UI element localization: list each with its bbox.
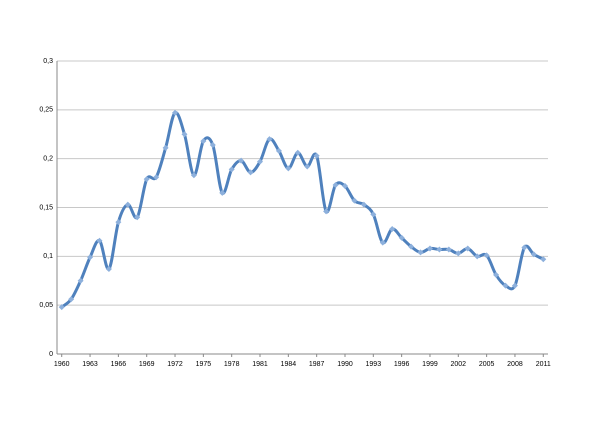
point-marker: [379, 239, 386, 246]
y-tick-label: 0: [49, 351, 53, 358]
x-tick-label: 1975: [196, 361, 212, 368]
point-marker: [511, 282, 518, 289]
x-tick-label: 1999: [422, 361, 438, 368]
x-tick-label: 1990: [337, 361, 353, 368]
point-marker: [275, 147, 282, 154]
x-tick-label: 1969: [139, 361, 155, 368]
x-tick-label: 2008: [507, 361, 523, 368]
point-marker: [96, 237, 103, 244]
point-marker: [181, 131, 188, 138]
point-marker: [87, 254, 94, 261]
point-marker: [285, 165, 292, 172]
y-tick-label: 0,1: [43, 253, 53, 260]
x-tick-label: 1987: [309, 361, 325, 368]
point-marker: [238, 157, 245, 164]
point-marker: [247, 169, 254, 176]
x-tick-label: 1984: [281, 361, 297, 368]
point-marker: [332, 182, 339, 189]
point-marker: [313, 152, 320, 159]
point-marker: [219, 189, 226, 196]
point-marker: [445, 246, 452, 253]
point-marker: [502, 282, 509, 289]
point-marker: [360, 201, 367, 208]
point-marker: [143, 176, 150, 183]
x-tick-label: 1960: [54, 361, 70, 368]
x-tick-label: 1978: [224, 361, 240, 368]
x-tick-label: 1993: [366, 361, 382, 368]
point-marker: [455, 250, 462, 257]
point-marker: [134, 214, 141, 221]
y-tick-label: 0,15: [39, 204, 53, 211]
point-marker: [341, 183, 348, 190]
x-tick-label: 1981: [252, 361, 268, 368]
point-marker: [172, 109, 179, 116]
point-marker: [540, 256, 547, 263]
y-tick-label: 0,05: [39, 302, 53, 309]
point-marker: [190, 172, 197, 179]
point-marker: [521, 244, 528, 251]
point-marker: [266, 136, 273, 143]
point-marker: [115, 219, 122, 226]
x-tick-label: 1963: [82, 361, 98, 368]
point-marker: [351, 197, 358, 204]
point-marker: [398, 234, 405, 241]
point-marker: [304, 163, 311, 170]
x-tick-label: 1972: [167, 361, 183, 368]
point-marker: [257, 158, 264, 165]
point-marker: [464, 245, 471, 252]
point-marker: [530, 251, 537, 258]
point-marker: [228, 166, 235, 173]
point-marker: [370, 211, 377, 218]
y-tick-label: 0,3: [43, 58, 53, 65]
point-marker: [209, 141, 216, 148]
y-tick-label: 0,25: [39, 107, 53, 114]
point-marker: [124, 201, 131, 208]
x-tick-label: 1996: [394, 361, 410, 368]
point-marker: [162, 144, 169, 151]
point-marker: [323, 208, 330, 215]
point-marker: [105, 266, 112, 273]
point-marker: [426, 245, 433, 252]
point-marker: [389, 225, 396, 232]
series-line: [60, 111, 544, 309]
point-marker: [483, 252, 490, 259]
y-tick-label: 0,2: [43, 156, 53, 163]
point-marker: [200, 138, 207, 145]
point-marker: [474, 253, 481, 260]
x-tick-label: 1966: [111, 361, 127, 368]
point-marker: [294, 149, 301, 156]
x-tick-label: 2005: [479, 361, 495, 368]
point-marker: [493, 271, 500, 278]
x-tick-label: 2011: [536, 361, 551, 368]
point-marker: [436, 246, 443, 253]
point-marker: [153, 174, 160, 181]
point-marker: [77, 277, 84, 284]
point-marker: [408, 243, 415, 250]
point-marker: [417, 249, 424, 256]
x-tick-label: 2002: [451, 361, 467, 368]
point-marker: [58, 304, 65, 311]
point-marker: [68, 296, 75, 303]
